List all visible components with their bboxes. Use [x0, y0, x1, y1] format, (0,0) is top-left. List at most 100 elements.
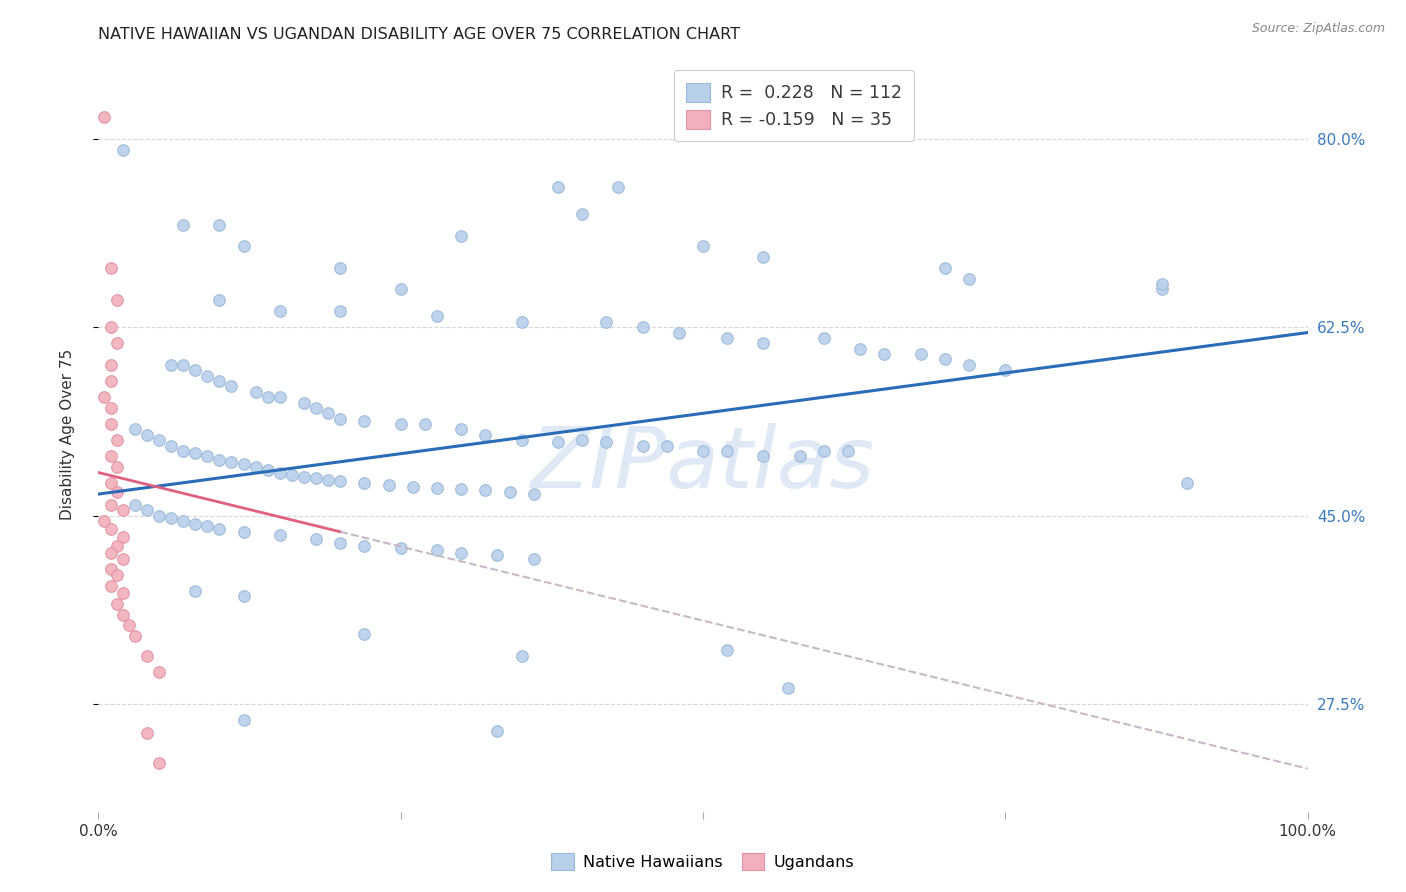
Legend: R =  0.228   N = 112, R = -0.159   N = 35: R = 0.228 N = 112, R = -0.159 N = 35 [673, 70, 914, 141]
Point [105, 336, 128, 351]
Point [692, 239, 714, 253]
Point [221, 379, 243, 393]
Point [100, 374, 122, 388]
Text: NATIVE HAWAIIAN VS UGANDAN DISABILITY AGE OVER 75 CORRELATION CHART: NATIVE HAWAIIAN VS UGANDAN DISABILITY AG… [98, 27, 741, 42]
Point [305, 471, 328, 485]
Point [124, 422, 146, 436]
Point [1152, 283, 1174, 297]
Point [692, 444, 714, 458]
Point [269, 304, 291, 318]
Point [655, 439, 678, 453]
Point [221, 455, 243, 469]
Point [111, 530, 134, 544]
Point [631, 320, 654, 334]
Point [135, 428, 157, 442]
Point [93, 514, 115, 528]
Point [523, 551, 546, 566]
Point [1175, 476, 1198, 491]
Point [474, 483, 496, 497]
Point [426, 543, 449, 558]
Point [316, 406, 339, 420]
Point [547, 435, 569, 450]
Point [595, 435, 617, 450]
Point [172, 218, 194, 232]
Y-axis label: Disability Age Over 75: Disability Age Over 75 [60, 350, 75, 520]
Point [474, 428, 496, 442]
Point [510, 315, 533, 329]
Point [208, 522, 231, 536]
Point [813, 331, 835, 345]
Point [184, 363, 207, 377]
Point [124, 629, 146, 643]
Point [329, 304, 352, 318]
Point [316, 473, 339, 487]
Point [329, 411, 352, 425]
Point [100, 417, 122, 431]
Point [426, 310, 449, 324]
Point [100, 578, 122, 592]
Point [105, 597, 128, 611]
Point [256, 390, 278, 404]
Point [135, 726, 157, 740]
Point [208, 218, 231, 232]
Point [105, 434, 128, 448]
Point [208, 452, 231, 467]
Point [426, 481, 449, 495]
Point [105, 484, 128, 499]
Point [450, 482, 472, 496]
Point [100, 522, 122, 536]
Point [716, 444, 738, 458]
Point [269, 528, 291, 542]
Text: Source: ZipAtlas.com: Source: ZipAtlas.com [1251, 22, 1385, 36]
Point [510, 648, 533, 663]
Point [100, 498, 122, 512]
Point [450, 422, 472, 436]
Point [450, 228, 472, 243]
Point [571, 207, 593, 221]
Point [93, 390, 115, 404]
Point [377, 478, 399, 492]
Point [100, 450, 122, 464]
Point [413, 417, 436, 431]
Point [245, 460, 267, 475]
Point [389, 417, 412, 431]
Point [195, 519, 218, 533]
Point [232, 713, 254, 727]
Point [789, 450, 811, 464]
Point [716, 643, 738, 657]
Point [135, 503, 157, 517]
Point [100, 260, 122, 275]
Point [292, 470, 315, 484]
Point [752, 450, 775, 464]
Point [994, 363, 1017, 377]
Point [1152, 277, 1174, 291]
Point [195, 368, 218, 383]
Point [148, 756, 170, 771]
Point [957, 271, 980, 285]
Point [329, 260, 352, 275]
Point [124, 498, 146, 512]
Point [100, 358, 122, 372]
Point [105, 539, 128, 553]
Point [498, 484, 520, 499]
Point [269, 390, 291, 404]
Point [111, 607, 134, 622]
Point [281, 467, 304, 482]
Point [402, 479, 425, 493]
Point [547, 180, 569, 194]
Point [195, 450, 218, 464]
Point [486, 723, 509, 738]
Point [208, 293, 231, 308]
Point [172, 358, 194, 372]
Point [135, 648, 157, 663]
Point [716, 331, 738, 345]
Point [776, 681, 799, 695]
Point [631, 439, 654, 453]
Point [353, 539, 375, 553]
Point [100, 562, 122, 576]
Point [184, 517, 207, 532]
Point [245, 384, 267, 399]
Point [160, 358, 183, 372]
Point [111, 143, 134, 157]
Point [305, 401, 328, 415]
